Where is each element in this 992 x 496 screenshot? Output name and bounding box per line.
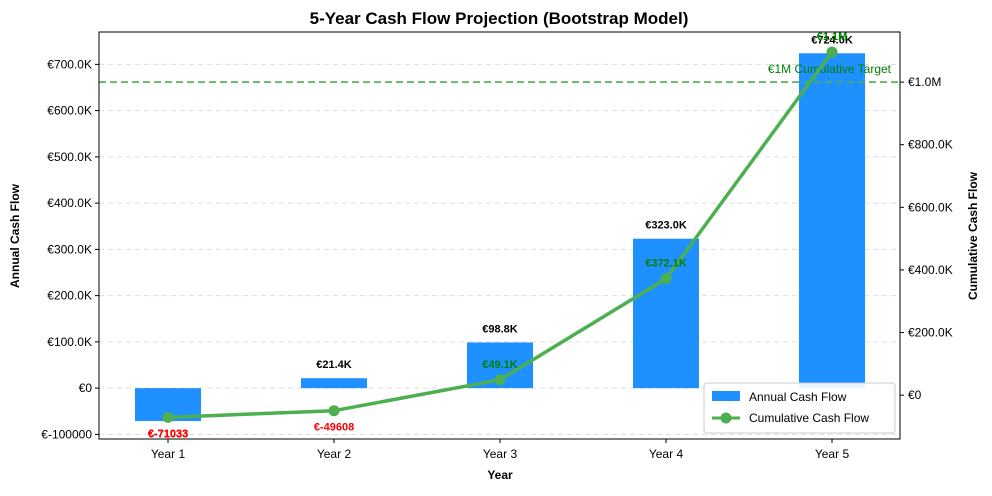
cumulative-point: [162, 411, 174, 423]
right-axis-title: Cumulative Cash Flow: [966, 171, 980, 300]
target-label: €1M Cumulative Target: [768, 62, 892, 76]
right-tick-label: €400.0K: [908, 263, 953, 277]
cumulative-point: [826, 46, 838, 58]
legend-line-marker: [720, 412, 732, 424]
legend: Annual Cash Flow Cumulative Cash Flow: [703, 382, 896, 434]
bar-value-label: €323.0K: [645, 220, 687, 232]
cumulative-point: [328, 405, 340, 417]
right-tick-label: €200.0K: [908, 326, 953, 340]
data-labels: €-71033€21.4K€98.8K€323.0K€724.0K€-71033…: [148, 31, 853, 440]
bar-value-label: €21.4K: [316, 359, 352, 371]
bar-value-label: €98.8K: [482, 323, 518, 335]
x-tick-label: Year 2: [317, 447, 352, 461]
left-tick-label: €300.0K: [47, 242, 92, 256]
right-tick-label: €800.0K: [908, 138, 953, 152]
right-tick-label: €1.0M: [908, 75, 941, 89]
right-axis: €0 €200.0K €400.0K €600.0K €800.0K €1.0M: [900, 75, 953, 402]
cumulative-value-label: €-71033: [148, 428, 188, 440]
left-tick-label: €400.0K: [47, 196, 92, 210]
left-tick-label: €500.0K: [47, 150, 92, 164]
left-tick-label: €200.0K: [47, 289, 92, 303]
x-axis: Year 1 Year 2 Year 3 Year 4 Year 5: [151, 439, 850, 461]
left-axis: €-100000 €0 €100.0K €200.0K €300.0K €400.0K €5…: [41, 57, 99, 441]
bar-value-label: €724.0K: [811, 34, 853, 46]
cumulative-value-label: €372.1K: [645, 258, 687, 270]
cumulative-value-label: €49.1K: [482, 359, 518, 371]
x-tick-label: Year 1: [151, 447, 186, 461]
right-tick-label: €0: [908, 388, 922, 402]
x-axis-title: Year: [487, 468, 513, 482]
cumulative-line-group: [162, 46, 838, 423]
left-tick-label: €100.0K: [47, 335, 92, 349]
right-tick-label: €600.0K: [908, 200, 953, 214]
left-tick-label: €-100000: [41, 427, 92, 441]
cumulative-point: [660, 273, 672, 285]
left-tick-label: €600.0K: [47, 104, 92, 118]
bar-value-label: €-71033: [148, 428, 188, 440]
x-tick-label: Year 3: [483, 447, 518, 461]
x-tick-label: Year 5: [815, 447, 850, 461]
x-tick-label: Year 4: [649, 447, 684, 461]
legend-bar-label: Annual Cash Flow: [749, 390, 847, 404]
cumulative-point: [494, 374, 506, 386]
left-tick-label: €700.0K: [47, 57, 92, 71]
annual-cash-flow-bar: [799, 53, 865, 389]
legend-box: [703, 382, 896, 434]
left-axis-title: Annual Cash Flow: [8, 183, 22, 288]
chart-title: 5-Year Cash Flow Projection (Bootstrap M…: [310, 9, 689, 28]
left-tick-label: €0: [79, 381, 93, 395]
cumulative-value-label: €1.1M: [817, 31, 848, 43]
annual-cash-flow-bar: [301, 378, 367, 389]
legend-line-label: Cumulative Cash Flow: [749, 411, 869, 425]
legend-bar-swatch: [712, 391, 740, 401]
annual-cash-flow-bar: [633, 238, 699, 389]
target-line-group: €1M Cumulative Target: [99, 62, 900, 83]
cumulative-value-label: €-49608: [314, 422, 354, 434]
